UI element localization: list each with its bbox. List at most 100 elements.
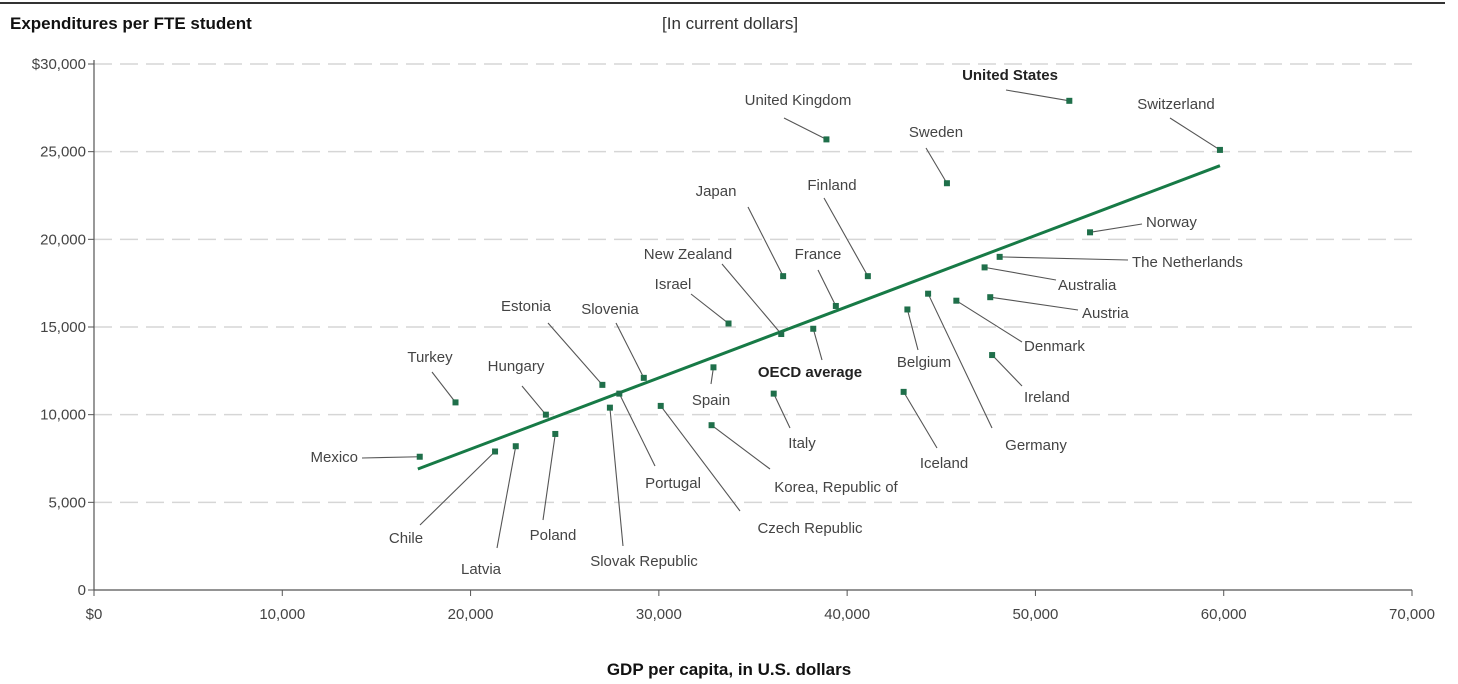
point-label-korea-republic-of: Korea, Republic of xyxy=(774,479,898,496)
point-label-italy: Italy xyxy=(788,435,816,452)
point-label-switzerland: Switzerland xyxy=(1137,96,1215,113)
point-label-united-states: United States xyxy=(962,67,1058,84)
point-label-portugal: Portugal xyxy=(645,475,701,492)
leader-line-japan xyxy=(747,206,784,277)
leader-line-belgium xyxy=(906,309,919,351)
data-point-oecd-average xyxy=(810,325,817,332)
point-label-czech-republic: Czech Republic xyxy=(757,520,863,537)
leader-line-sweden xyxy=(925,147,948,184)
leader-line-oecd-average xyxy=(812,328,823,361)
data-point-portugal xyxy=(616,390,623,397)
y-tick-label: 5,000 xyxy=(48,494,86,511)
point-label-australia: Australia xyxy=(1058,277,1117,294)
point-label-latvia: Latvia xyxy=(461,561,502,578)
point-label-poland: Poland xyxy=(530,527,577,544)
leader-line-czech-republic xyxy=(660,405,741,512)
data-point-spain xyxy=(710,364,717,371)
chart-title: Expenditures per FTE student xyxy=(10,14,252,33)
data-point-hungary xyxy=(542,411,549,418)
leader-line-mexico xyxy=(361,456,420,459)
point-label-israel: Israel xyxy=(655,276,692,293)
x-tick-label: 60,000 xyxy=(1201,606,1247,623)
data-point-denmark xyxy=(953,297,960,304)
y-tick-label: 10,000 xyxy=(40,407,86,424)
data-point-norway xyxy=(1087,229,1094,236)
data-point-finland xyxy=(864,273,871,280)
y-tick-label: 0 xyxy=(78,582,86,599)
leader-line-poland xyxy=(542,433,556,521)
trend-line xyxy=(417,164,1221,471)
data-point-austria xyxy=(987,294,994,301)
data-point-iceland xyxy=(900,388,907,395)
point-label-belgium: Belgium xyxy=(897,354,951,371)
x-axis-label: GDP per capita, in U.S. dollars xyxy=(606,660,852,679)
leader-line-israel xyxy=(690,293,729,324)
data-point-poland xyxy=(552,430,559,437)
leader-line-australia xyxy=(984,266,1057,281)
data-point-chile xyxy=(492,448,499,455)
point-label-estonia: Estonia xyxy=(501,298,552,315)
point-label-hungary: Hungary xyxy=(488,358,545,375)
data-point-sweden xyxy=(943,180,950,187)
data-point-italy xyxy=(770,390,777,397)
data-point-slovak-republic xyxy=(606,404,613,411)
point-label-sweden: Sweden xyxy=(909,124,963,141)
y-tick-label: 25,000 xyxy=(40,144,86,161)
data-point-japan xyxy=(780,273,787,280)
point-label-denmark: Denmark xyxy=(1024,338,1085,355)
point-label-the-netherlands: The Netherlands xyxy=(1132,254,1243,271)
data-point-germany xyxy=(925,290,932,297)
leader-line-norway xyxy=(1089,223,1143,233)
point-label-slovak-republic: Slovak Republic xyxy=(590,553,698,570)
x-tick-label: 50,000 xyxy=(1012,606,1058,623)
leader-line-united-states xyxy=(1005,89,1070,102)
x-tick-label: 20,000 xyxy=(448,606,494,623)
leader-line-denmark xyxy=(956,300,1023,343)
data-point-australia xyxy=(981,264,988,271)
point-label-iceland: Iceland xyxy=(920,455,968,472)
x-tick-label: 30,000 xyxy=(636,606,682,623)
data-point-estonia xyxy=(599,381,606,388)
data-point-slovenia xyxy=(640,374,647,381)
leader-line-united-kingdom xyxy=(783,117,827,140)
leader-line-korea-republic-of xyxy=(711,424,771,470)
data-point-ireland xyxy=(989,352,996,359)
point-label-new-zealand: New Zealand xyxy=(644,246,732,263)
leader-line-iceland xyxy=(903,391,938,449)
data-point-united-kingdom xyxy=(823,136,830,143)
leader-line-austria xyxy=(990,296,1079,311)
x-tick-label: $0 xyxy=(86,606,103,623)
leader-line-france xyxy=(817,269,837,307)
leader-line-estonia xyxy=(547,322,603,386)
x-tick-label: 40,000 xyxy=(824,606,870,623)
leader-line-chile xyxy=(419,451,496,526)
leader-line-turkey xyxy=(431,371,456,403)
leader-line-ireland xyxy=(991,354,1023,387)
chart-subtitle: [In current dollars] xyxy=(662,14,799,33)
data-point-korea-republic-of xyxy=(708,422,715,429)
point-label-germany: Germany xyxy=(1005,437,1067,454)
point-label-austria: Austria xyxy=(1082,305,1129,322)
point-label-slovenia: Slovenia xyxy=(581,301,639,318)
point-label-chile: Chile xyxy=(389,530,423,547)
leader-line-slovak-republic xyxy=(609,407,624,547)
data-point-the-netherlands xyxy=(996,253,1003,260)
data-point-belgium xyxy=(904,306,911,313)
y-tick-label: 20,000 xyxy=(40,231,86,248)
data-point-switzerland xyxy=(1216,146,1223,153)
y-tick-label: 15,000 xyxy=(40,319,86,336)
point-label-mexico: Mexico xyxy=(310,449,358,466)
point-label-ireland: Ireland xyxy=(1024,389,1070,406)
leader-line-latvia xyxy=(496,446,517,549)
point-label-spain: Spain xyxy=(692,392,730,409)
point-label-norway: Norway xyxy=(1146,214,1197,231)
leader-line-portugal xyxy=(618,393,656,467)
point-label-united-kingdom: United Kingdom xyxy=(745,92,852,109)
point-label-finland: Finland xyxy=(807,177,856,194)
top-rule xyxy=(0,2,1445,4)
point-label-japan: Japan xyxy=(696,183,737,200)
point-label-france: France xyxy=(795,246,842,263)
data-point-france xyxy=(832,302,839,309)
x-tick-label: 70,000 xyxy=(1389,606,1435,623)
